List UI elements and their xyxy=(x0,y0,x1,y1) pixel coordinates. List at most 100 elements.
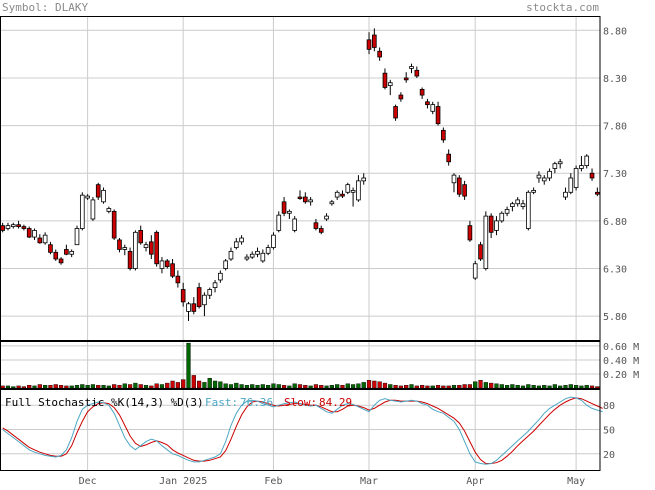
volume-bar xyxy=(117,384,122,389)
volume-bar xyxy=(159,384,165,389)
volume-bar xyxy=(271,383,276,389)
candle-body xyxy=(260,252,266,262)
volume-bar xyxy=(43,384,48,389)
x-tick-label: May xyxy=(567,476,585,486)
volume-bar xyxy=(547,385,552,389)
candle-body xyxy=(271,234,276,248)
volume-bar xyxy=(542,384,547,389)
candle-body xyxy=(419,88,425,96)
candle-body xyxy=(488,215,494,233)
volume-bar xyxy=(101,384,106,389)
volume-bar xyxy=(287,385,292,389)
volume-bar xyxy=(350,384,356,389)
volume-bar xyxy=(143,384,149,389)
stoch-fast-value: 76.36 xyxy=(240,396,273,409)
candle-body xyxy=(302,196,308,203)
candle-body xyxy=(340,193,345,197)
candle-body xyxy=(287,210,292,214)
volume-bar xyxy=(239,384,244,389)
volume-bar xyxy=(568,384,573,389)
candle-body xyxy=(308,199,313,203)
symbol-label: Symbol: DLAKY xyxy=(2,1,88,14)
volume-bar xyxy=(5,385,11,389)
volume-bar xyxy=(531,384,536,389)
volume-bar xyxy=(266,384,271,389)
volume-bar xyxy=(520,385,526,389)
volume-bar xyxy=(85,384,90,389)
volume-bar xyxy=(218,381,223,389)
candle-body xyxy=(212,282,218,288)
candle-body xyxy=(557,161,563,165)
candle-body xyxy=(366,39,372,50)
candle-body xyxy=(356,180,361,201)
stoch-fast-label: Fast: xyxy=(205,396,238,409)
candle-body xyxy=(228,250,234,260)
candle-body xyxy=(552,163,558,169)
price-tick-label: 8.80 xyxy=(603,26,627,37)
candle-body xyxy=(504,209,510,214)
candle-body xyxy=(202,294,207,306)
candle-body xyxy=(510,203,515,207)
stoch-fast-line xyxy=(2,396,603,465)
candle-body xyxy=(138,230,144,244)
candle-body xyxy=(541,177,547,182)
volume-bar xyxy=(388,384,393,389)
volume-bar xyxy=(345,383,350,389)
stoch-panel-border xyxy=(0,389,601,471)
volume-bar xyxy=(181,379,186,389)
volume-bar xyxy=(154,383,159,389)
volume-bar xyxy=(64,385,69,389)
volume-bar xyxy=(552,384,557,389)
price-tick-label: 6.30 xyxy=(603,265,627,276)
candle-body xyxy=(106,208,112,212)
candle-body xyxy=(111,210,117,239)
candle-body xyxy=(265,247,271,254)
candle-body xyxy=(281,201,287,214)
symbol-prefix: Symbol: xyxy=(2,1,49,14)
volume-bar xyxy=(478,380,483,389)
volume-bar xyxy=(457,384,462,389)
candle-body xyxy=(58,258,64,264)
candle-body xyxy=(297,196,303,199)
candle-body xyxy=(117,239,122,250)
candle-body xyxy=(409,66,414,69)
volume-bar xyxy=(308,385,313,389)
volume-bar xyxy=(324,385,329,389)
candle-body xyxy=(472,263,478,279)
volume-bar xyxy=(21,386,27,389)
volume-bar xyxy=(228,384,234,389)
volume-bar xyxy=(467,384,473,389)
candle-body xyxy=(21,226,27,229)
volume-bar xyxy=(186,342,191,389)
candle-body xyxy=(403,77,409,81)
volume-bar xyxy=(499,384,504,389)
candle-body xyxy=(382,72,388,88)
volume-bar xyxy=(250,384,255,389)
volume-bar xyxy=(510,384,515,389)
volume-bar xyxy=(584,384,589,389)
volume-bar xyxy=(234,382,239,389)
volume-bar xyxy=(255,384,260,389)
candle-body xyxy=(191,303,197,312)
candle-body xyxy=(149,241,154,255)
volume-bar xyxy=(223,383,228,389)
stoch-tick-label: 20 xyxy=(603,450,615,461)
volume-bar xyxy=(244,384,250,389)
volume-bar xyxy=(149,385,154,389)
volume-bar xyxy=(579,385,584,389)
candle-body xyxy=(536,174,542,179)
volume-bar xyxy=(212,380,218,389)
volume-bar xyxy=(430,385,435,389)
candle-body xyxy=(90,199,96,220)
volume-bar xyxy=(69,385,74,389)
volume-bar xyxy=(106,385,111,389)
candle-body xyxy=(361,177,367,182)
price-tick-label: 7.30 xyxy=(603,169,627,180)
candle-body xyxy=(313,222,319,229)
volume-bar xyxy=(96,384,101,389)
price-panel-border xyxy=(0,16,601,341)
candle-body xyxy=(26,228,32,238)
candle-body xyxy=(0,225,5,231)
volume-bar xyxy=(558,385,563,389)
volume-bar xyxy=(340,384,345,389)
